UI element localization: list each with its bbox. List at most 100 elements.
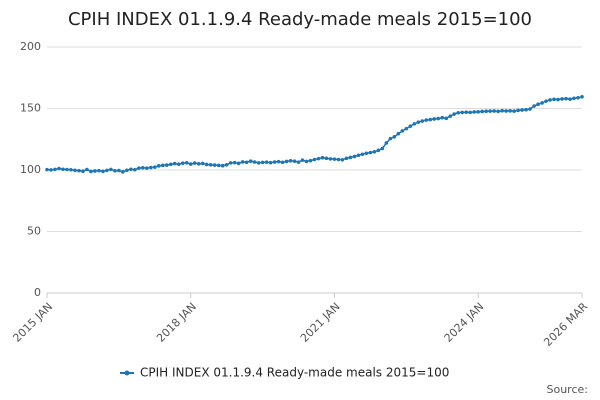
point — [464, 110, 469, 114]
point — [332, 157, 337, 161]
point — [160, 163, 165, 168]
point — [180, 161, 185, 166]
y-tick-label: 0 — [34, 286, 41, 299]
point — [168, 162, 173, 167]
point — [556, 97, 560, 102]
point — [348, 155, 353, 160]
point — [428, 117, 433, 122]
point — [340, 157, 345, 162]
point — [228, 161, 233, 165]
chart-title: CPIH INDEX 01.1.9.4 Ready-made meals 201… — [68, 9, 532, 30]
point — [296, 160, 301, 164]
point — [316, 156, 321, 161]
x-tick-label: 2018 JAN — [154, 300, 199, 345]
point — [356, 153, 361, 158]
point — [520, 108, 524, 112]
point — [344, 156, 349, 161]
point — [81, 169, 85, 174]
point — [61, 167, 65, 172]
point — [496, 109, 500, 114]
point — [73, 168, 77, 173]
point — [400, 129, 405, 133]
point — [568, 97, 572, 101]
point — [216, 163, 221, 168]
point — [444, 116, 449, 121]
point — [364, 151, 369, 156]
point — [113, 168, 117, 173]
point — [320, 155, 325, 160]
point — [220, 163, 225, 168]
point — [260, 160, 265, 165]
point — [224, 163, 229, 167]
point — [456, 111, 461, 115]
x-tick-label: 2021 JAN — [298, 300, 343, 345]
point — [312, 157, 317, 162]
point — [580, 95, 584, 99]
point — [137, 166, 141, 170]
point — [280, 160, 285, 165]
point — [392, 134, 397, 139]
point — [516, 108, 520, 113]
point — [552, 97, 556, 102]
point — [65, 167, 69, 172]
point — [352, 154, 357, 159]
point — [548, 98, 552, 102]
point — [204, 162, 209, 167]
point — [184, 160, 189, 165]
point — [572, 96, 576, 101]
point — [328, 157, 333, 161]
point — [560, 97, 564, 101]
point — [232, 160, 237, 165]
point — [308, 158, 313, 163]
point — [256, 161, 261, 165]
point — [240, 160, 245, 164]
point — [149, 165, 153, 170]
point — [101, 169, 105, 174]
point — [500, 108, 504, 113]
point — [380, 146, 385, 151]
point — [420, 119, 425, 123]
point — [508, 109, 512, 113]
point — [300, 158, 305, 162]
point — [512, 109, 516, 113]
point — [440, 115, 445, 120]
point — [268, 160, 273, 165]
point — [152, 165, 157, 169]
point — [284, 159, 289, 164]
point — [360, 152, 365, 157]
point — [188, 162, 193, 166]
point — [536, 102, 540, 106]
point — [448, 114, 453, 118]
point — [368, 150, 373, 155]
legend-label: CPIH INDEX 01.1.9.4 Ready-made meals 201… — [140, 366, 449, 380]
point — [200, 161, 205, 166]
point — [304, 159, 309, 164]
point — [480, 109, 484, 114]
point — [164, 163, 169, 167]
x-tick-label: 2015 JAN — [10, 300, 55, 345]
point — [272, 160, 277, 164]
point — [388, 136, 393, 141]
point — [336, 157, 341, 162]
point — [93, 169, 97, 173]
point — [105, 168, 109, 173]
point — [196, 162, 201, 166]
point — [372, 149, 377, 154]
point — [528, 107, 532, 111]
point — [248, 159, 253, 163]
point — [125, 168, 129, 173]
point — [460, 110, 465, 115]
point — [129, 167, 133, 172]
point — [532, 104, 536, 108]
point — [484, 109, 488, 114]
point — [452, 112, 457, 116]
point — [432, 117, 437, 121]
point — [45, 167, 49, 172]
point — [488, 109, 492, 113]
point — [244, 160, 249, 165]
point — [492, 109, 496, 113]
point — [396, 131, 401, 136]
legend-marker — [124, 370, 130, 376]
